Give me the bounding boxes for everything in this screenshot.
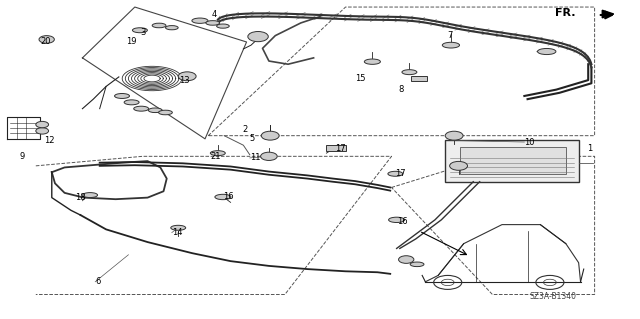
Text: 9: 9 [20, 152, 25, 161]
Text: 18: 18 [76, 193, 86, 202]
Text: 4: 4 [211, 11, 217, 19]
Text: 21: 21 [210, 152, 221, 161]
Circle shape [39, 36, 54, 43]
Text: 19: 19 [126, 38, 136, 47]
Ellipse shape [402, 70, 417, 75]
Circle shape [36, 128, 49, 134]
Circle shape [399, 256, 414, 263]
Ellipse shape [442, 42, 460, 48]
Bar [412, 76, 427, 81]
Text: 17: 17 [395, 169, 405, 178]
Circle shape [248, 32, 268, 42]
Ellipse shape [159, 110, 172, 115]
Ellipse shape [171, 225, 186, 230]
Text: 10: 10 [524, 137, 535, 146]
Ellipse shape [216, 24, 229, 28]
Text: 13: 13 [179, 76, 190, 85]
Circle shape [450, 161, 467, 170]
Text: 8: 8 [398, 85, 403, 94]
Circle shape [261, 131, 279, 140]
Ellipse shape [166, 26, 178, 30]
Circle shape [445, 131, 463, 140]
Ellipse shape [215, 194, 231, 200]
Text: 3: 3 [140, 28, 145, 37]
Ellipse shape [388, 171, 403, 176]
Ellipse shape [206, 21, 220, 25]
Polygon shape [602, 10, 614, 18]
Bar [445, 140, 579, 182]
Text: 6: 6 [95, 277, 100, 286]
Circle shape [36, 122, 49, 128]
Ellipse shape [152, 23, 166, 28]
Text: FR.: FR. [555, 8, 575, 18]
Text: 12: 12 [44, 136, 54, 145]
Text: 20: 20 [40, 38, 51, 47]
Ellipse shape [364, 59, 380, 64]
Text: 11: 11 [250, 153, 260, 162]
Text: 5: 5 [250, 134, 255, 143]
Ellipse shape [192, 18, 208, 23]
Text: 16: 16 [223, 191, 234, 201]
Bar [326, 145, 346, 152]
Text: 7: 7 [448, 31, 453, 40]
Text: 2: 2 [242, 125, 247, 134]
Ellipse shape [410, 262, 424, 267]
Text: 15: 15 [355, 74, 365, 83]
Ellipse shape [388, 217, 404, 223]
Ellipse shape [115, 93, 129, 99]
Ellipse shape [211, 151, 225, 156]
Text: 1: 1 [587, 144, 592, 153]
Text: 14: 14 [172, 228, 182, 237]
Text: 16: 16 [397, 217, 407, 226]
Ellipse shape [538, 48, 556, 55]
Circle shape [260, 152, 277, 160]
Bar [461, 147, 566, 174]
Ellipse shape [134, 106, 148, 111]
Ellipse shape [124, 100, 139, 105]
Circle shape [178, 72, 196, 81]
Ellipse shape [132, 28, 147, 33]
Ellipse shape [83, 193, 97, 197]
Text: SZ3A-B1340: SZ3A-B1340 [529, 292, 577, 301]
Text: 17: 17 [335, 144, 346, 153]
Ellipse shape [148, 108, 162, 113]
